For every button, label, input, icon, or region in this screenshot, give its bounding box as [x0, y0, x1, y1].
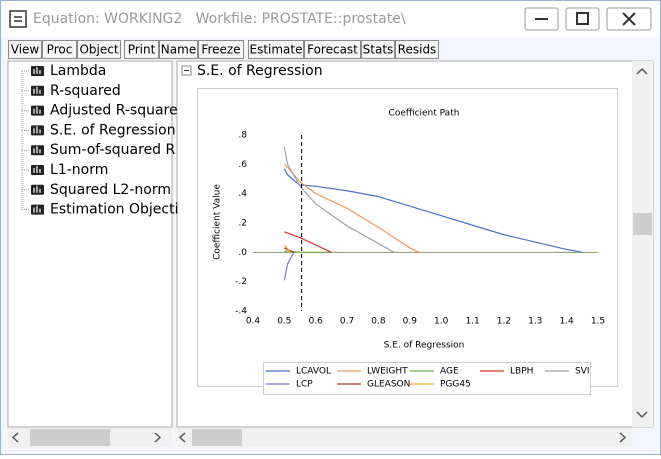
y-tick-label: .2 [238, 219, 247, 229]
tree-hscroll-thumb[interactable] [30, 429, 110, 446]
x-tick-label: 0.8 [371, 317, 386, 327]
legend-box [263, 362, 591, 395]
tree-icon-bars [33, 205, 41, 213]
tree-item[interactable]: L1-norm [50, 162, 108, 178]
maximize-button[interactable] [565, 7, 600, 31]
tree-icon-bars [33, 67, 41, 74]
tree-icon-bars [33, 126, 41, 134]
tree-panel [7, 60, 173, 428]
x-tick-label: 0.9 [403, 317, 418, 327]
tree-item[interactable]: R-squared [50, 83, 121, 99]
toolbar-button-label[interactable]: Resids [398, 43, 437, 57]
toolbar-button[interactable] [248, 40, 304, 59]
toolbar-button-label[interactable]: Print [128, 43, 156, 57]
series-line [283, 163, 420, 253]
scroll-down[interactable] [636, 411, 648, 419]
y-tick-label: .0 [238, 248, 247, 258]
y-tick-label: -.4 [235, 307, 247, 317]
chart-frame [197, 88, 618, 387]
y-tick-label: .6 [238, 160, 247, 170]
series-line [284, 231, 332, 253]
window-title: Equation: WORKING2 Workfile: PROSTATE::p… [33, 11, 406, 27]
tree-icon-bars [33, 166, 41, 173]
app-icon [9, 10, 27, 28]
y-tick-label: .4 [238, 189, 247, 199]
toolbar-button[interactable] [395, 40, 439, 59]
toolbar-button[interactable] [361, 40, 395, 59]
tree-item[interactable]: Adjusted R-square [50, 103, 178, 119]
toolbar-button[interactable] [159, 40, 198, 59]
series-line [283, 252, 295, 281]
vertical-scroll-thumb[interactable] [633, 213, 652, 235]
tree-item[interactable]: Squared L2-norm [50, 182, 171, 198]
toolbar-button-label[interactable]: Forecast [307, 43, 358, 57]
chart-title: Coefficient Path [389, 109, 460, 119]
tree-icon-bars [33, 106, 41, 114]
tree-icon-bars [33, 146, 41, 154]
x-tick-label: 1.0 [434, 317, 449, 327]
tree-hscroll-arrows[interactable] [11, 432, 162, 443]
legend-label: LWEIGHT [367, 367, 408, 377]
x-tick-label: 0.4 [246, 317, 261, 327]
y-axis-label: Coefficient Value [213, 184, 223, 260]
legend-label: LCAVOL [296, 367, 331, 377]
x-tick-label: 0.6 [309, 317, 324, 327]
minimize-button[interactable] [524, 7, 559, 31]
toolbar-button[interactable] [77, 40, 121, 59]
legend-label: LBPH [510, 367, 533, 377]
tree-item[interactable]: Lambda [50, 63, 106, 79]
toolbar-button[interactable] [304, 40, 361, 59]
y-tick-label: -.2 [235, 277, 247, 287]
toolbar-button[interactable] [124, 40, 159, 59]
x-tick-label: 1.4 [559, 317, 574, 327]
section-title: S.E. of Regression [197, 63, 323, 79]
x-axis-label: S.E. of Regression [384, 341, 465, 351]
toolbar-button-label[interactable]: Proc [47, 43, 73, 57]
close-button[interactable] [606, 7, 652, 31]
series-line [283, 244, 292, 253]
toolbar-button-label[interactable]: Freeze [201, 43, 240, 57]
tree-item[interactable]: Sum-of-squared R [50, 142, 176, 158]
toolbar-button[interactable] [8, 40, 42, 59]
toolbar-button[interactable] [198, 40, 244, 59]
content-hscroll-thumb[interactable] [192, 429, 242, 446]
toolbar-button-label[interactable]: Name [161, 43, 196, 57]
toolbar-button-label[interactable]: Stats [363, 43, 394, 57]
tree-item[interactable]: Estimation Objecti [50, 202, 179, 218]
x-tick-label: 1.3 [528, 317, 542, 327]
series-line [283, 168, 583, 253]
series-line [283, 146, 395, 253]
toolbar-button-label[interactable]: Object [79, 43, 118, 57]
x-tick-label: 1.2 [497, 317, 511, 327]
toolbar-button-label[interactable]: Estimate [249, 43, 302, 57]
tree-icon-bars [33, 185, 41, 193]
legend-label: LCP [296, 380, 313, 390]
tree-icon-bars [33, 86, 41, 94]
legend-label: GLEASON [367, 380, 410, 390]
legend-label: SVI [575, 367, 590, 377]
x-tick-label: 1.5 [591, 317, 605, 327]
legend-label: AGE [440, 367, 459, 377]
tree-item[interactable]: S.E. of Regression [50, 122, 176, 138]
x-tick-label: 0.7 [340, 317, 354, 327]
toolbar-button[interactable] [42, 40, 77, 59]
legend-label: PGG45 [440, 380, 471, 390]
toolbar-button-label[interactable]: View [11, 43, 40, 57]
content-hscroll-arrows[interactable] [178, 432, 627, 443]
vertical-scrollbar[interactable] [632, 61, 653, 427]
y-tick-label: .8 [238, 131, 247, 141]
content-hscrollbar[interactable] [177, 428, 632, 447]
x-tick-label: 1.1 [465, 317, 479, 327]
x-tick-label: 0.5 [277, 317, 291, 327]
scroll-up[interactable] [636, 67, 648, 75]
